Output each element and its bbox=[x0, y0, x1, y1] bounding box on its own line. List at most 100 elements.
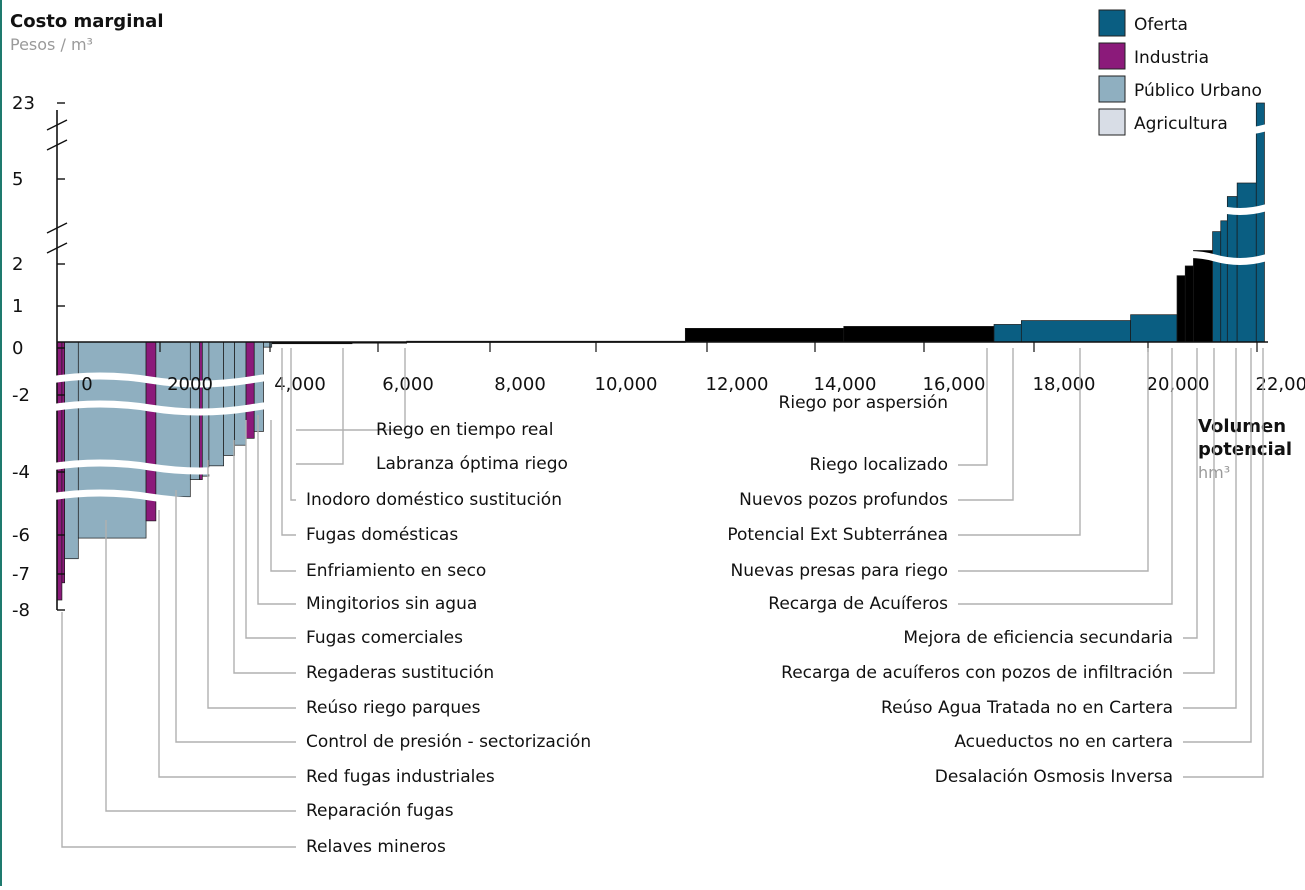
y-tick-label-0: 0 bbox=[12, 338, 23, 359]
bar-27 bbox=[1212, 231, 1222, 343]
measure-label-left-5: Enfriamiento en seco bbox=[306, 561, 486, 581]
measure-label-right-1: Riego por aspersión bbox=[779, 393, 948, 413]
neg-break-band-low-1 bbox=[49, 459, 296, 475]
leader-lines-layer bbox=[61, 348, 1264, 848]
legend-swatch-2 bbox=[1098, 42, 1126, 70]
leader-left-3 bbox=[290, 348, 296, 501]
x-tick-label-14,000: 14,000 bbox=[814, 374, 877, 395]
x-tick-label-22,000: 22,000 bbox=[1256, 374, 1305, 395]
y-tick-label--8: -8 bbox=[12, 600, 30, 621]
pos-break-band-3 bbox=[1164, 121, 1287, 135]
measure-label-left-6: Mingitorios sin agua bbox=[306, 594, 477, 614]
left-border-rule bbox=[0, 0, 2, 886]
measure-label-left-9: Reúso riego parques bbox=[306, 698, 481, 718]
legend-label-3: Público Urbano bbox=[1134, 81, 1262, 101]
x-tick-label-0: 0 bbox=[81, 374, 92, 395]
leader-left-7 bbox=[245, 420, 296, 639]
legend-swatch-1 bbox=[1098, 9, 1126, 37]
bars-layer bbox=[56, 102, 1265, 601]
leader-right-8 bbox=[1183, 348, 1215, 674]
bar-22 bbox=[1020, 320, 1131, 343]
measure-label-left-11: Red fugas industriales bbox=[306, 767, 495, 787]
leader-left-10 bbox=[175, 490, 296, 743]
leader-right-2 bbox=[958, 348, 988, 466]
x-tick-label-18,000: 18,000 bbox=[1033, 374, 1096, 395]
leader-left-5 bbox=[270, 420, 296, 572]
bar-10 bbox=[208, 341, 224, 467]
bar-26 bbox=[1193, 250, 1213, 343]
measure-label-left-7: Fugas comerciales bbox=[306, 628, 463, 648]
y-axis-break-1-1 bbox=[46, 119, 68, 131]
neg-break-band-2 bbox=[49, 400, 296, 416]
leader-right-3 bbox=[958, 348, 1014, 501]
bar-21 bbox=[993, 324, 1022, 343]
y-tick-label--4: -4 bbox=[12, 462, 30, 483]
axes-layer: 23 5 2 1 0 -2 -4 -6 -7 -8 0 2000 4,000 6,000 8,000 10,0… bbox=[12, 93, 1305, 621]
y-tick-label-23: 23 bbox=[12, 93, 35, 114]
legend-label-4: Agricultura bbox=[1134, 114, 1228, 134]
bar-11 bbox=[223, 341, 235, 456]
x-tick-label-4,000: 4,000 bbox=[274, 374, 326, 395]
measure-label-right-7: Mejora de eficiencia secundaria bbox=[903, 628, 1173, 648]
y-tick-label-1: 1 bbox=[12, 296, 23, 317]
bar-24 bbox=[1176, 275, 1186, 343]
measure-label-right-11: Desalación Osmosis Inversa bbox=[935, 767, 1173, 787]
legend: Oferta Industria Público Urbano Agricultura bbox=[1098, 9, 1262, 136]
measure-label-right-3: Nuevos pozos profundos bbox=[739, 490, 948, 510]
bar-29 bbox=[1226, 196, 1238, 343]
leader-left-9 bbox=[207, 460, 296, 709]
leader-right-7 bbox=[1183, 348, 1198, 639]
measure-label-left-13: Relaves mineros bbox=[306, 837, 446, 857]
measure-label-left-4: Fugas domésticas bbox=[306, 525, 458, 545]
leader-right-11 bbox=[1183, 348, 1264, 778]
y-tick-label--7: -7 bbox=[12, 564, 30, 585]
leader-right-6 bbox=[958, 348, 1173, 605]
x-tick-label-16,000: 16,000 bbox=[923, 374, 986, 395]
leader-left-12 bbox=[105, 520, 296, 812]
bar-31 bbox=[1255, 102, 1265, 343]
neg-break-band-low-2 bbox=[49, 489, 296, 505]
measure-label-right-6: Recarga de Acuíferos bbox=[768, 594, 948, 614]
y-tick-label--6: -6 bbox=[12, 525, 30, 546]
y-axis-break-2-1 bbox=[46, 222, 68, 234]
measure-label-right-9: Reúso Agua Tratada no en Cartera bbox=[881, 698, 1173, 718]
leader-left-13 bbox=[61, 612, 296, 848]
x-tick-label-6,000: 6,000 bbox=[382, 374, 434, 395]
leader-left-6 bbox=[257, 415, 296, 605]
legend-label-2: Industria bbox=[1134, 48, 1209, 68]
leader-right-5 bbox=[958, 348, 1149, 572]
neg-break-band-1 bbox=[49, 372, 296, 388]
chart-title: Costo marginal bbox=[10, 11, 164, 32]
legend-swatch-4 bbox=[1098, 108, 1126, 136]
leader-left-8 bbox=[233, 440, 296, 674]
measure-label-right-5: Nuevas presas para riego bbox=[731, 561, 948, 581]
leader-left-11 bbox=[158, 510, 296, 778]
measure-label-left-8: Regaderas sustitución bbox=[306, 663, 494, 683]
measure-label-left-10: Control de presión - sectorización bbox=[306, 732, 591, 752]
measure-label-right-4: Potencial Ext Subterránea bbox=[727, 525, 948, 545]
x-tick-label-8,000: 8,000 bbox=[494, 374, 546, 395]
bar-4 bbox=[77, 341, 147, 539]
measure-label-right-10: Acueductos no en cartera bbox=[954, 732, 1173, 752]
x-axis-title-line2: potencial bbox=[1198, 439, 1292, 460]
leader-right-4 bbox=[958, 348, 1081, 536]
pos-break-band-1 bbox=[1164, 251, 1287, 265]
x-tick-label-20,000: 20,000 bbox=[1147, 374, 1210, 395]
y-axis-unit: Pesos / m³ bbox=[10, 35, 93, 54]
leader-left-4 bbox=[281, 348, 296, 536]
measure-labels-layer: Riego en tiempo real Labranza óptima rieg… bbox=[306, 393, 1173, 857]
x-axis-title-line1: Volumen bbox=[1198, 416, 1286, 437]
measure-label-left-12: Reparación fugas bbox=[306, 801, 454, 821]
x-tick-label-10,000: 10,000 bbox=[595, 374, 658, 395]
bar-12 bbox=[234, 341, 247, 446]
measure-label-left-3: Inodoro doméstico sustitución bbox=[306, 490, 562, 510]
leader-left-1 bbox=[296, 348, 406, 431]
bar-25 bbox=[1184, 265, 1194, 343]
measure-label-right-8: Recarga de acuíferos con pozos de infilt… bbox=[781, 663, 1173, 683]
legend-swatch-3 bbox=[1098, 75, 1126, 103]
bar-20 bbox=[843, 326, 995, 343]
bar-19 bbox=[684, 328, 845, 343]
bar-14 bbox=[253, 341, 264, 432]
measure-label-left-1: Riego en tiempo real bbox=[376, 420, 553, 440]
